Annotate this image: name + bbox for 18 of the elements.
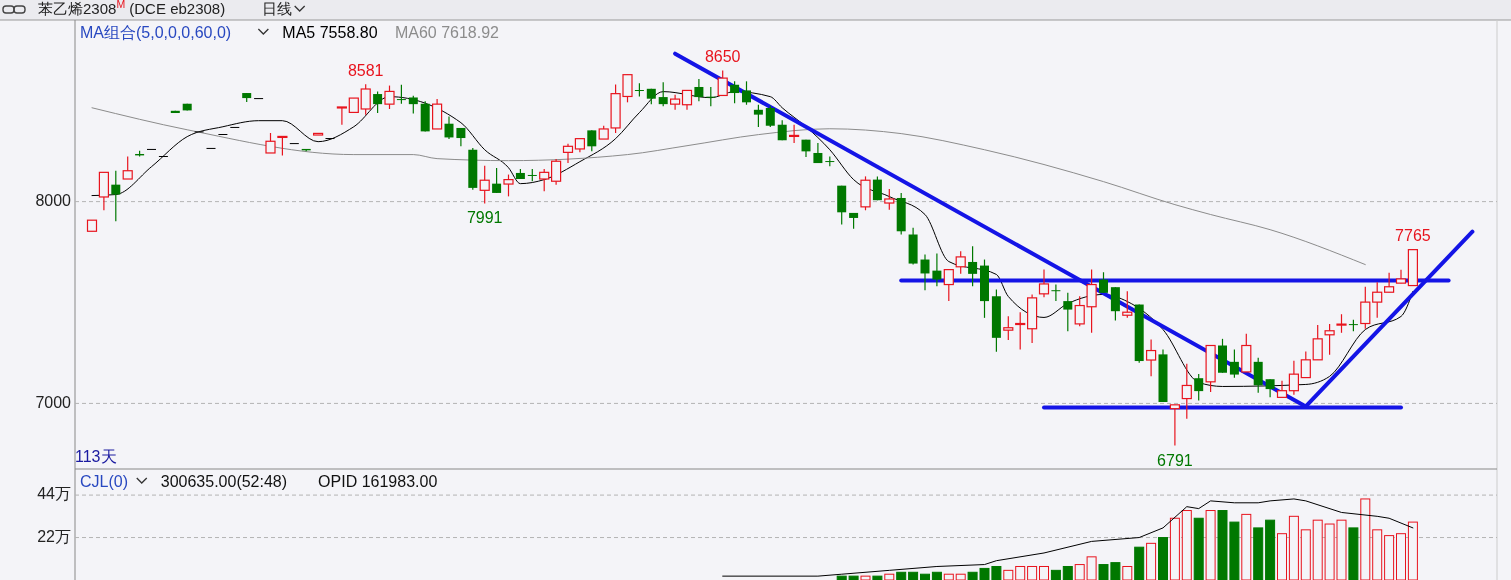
annotation: 8650 bbox=[704, 48, 741, 66]
y-tick-label: 7000 bbox=[35, 393, 72, 411]
text: MA5 7558.80 bbox=[282, 24, 378, 41]
chart-title: 苯乙烯2308$^{M}$ (DCE eb2308) bbox=[38, 0, 226, 17]
chart-subtitle: 日线 bbox=[261, 0, 292, 17]
annotation: OPID 161983.00 bbox=[318, 473, 438, 490]
y-tick-label: 22万 bbox=[37, 527, 71, 545]
annotation: 8581 bbox=[347, 62, 384, 80]
y-tick-label: 8000 bbox=[35, 191, 72, 209]
chart-title: CJL(0) bbox=[80, 473, 129, 490]
annotation: 6791 bbox=[1157, 451, 1193, 469]
annotation: 7765 bbox=[1395, 227, 1431, 245]
text: MA60 7618.92 bbox=[394, 24, 500, 41]
annotation: 113天 bbox=[75, 448, 117, 465]
y-tick-label: 44万 bbox=[37, 485, 71, 503]
legend-title: MA组合(5,0,0,0,60,0) bbox=[80, 24, 232, 41]
annotation: 300635.00(52:48) bbox=[160, 473, 288, 490]
annotation: 7991 bbox=[466, 209, 503, 227]
